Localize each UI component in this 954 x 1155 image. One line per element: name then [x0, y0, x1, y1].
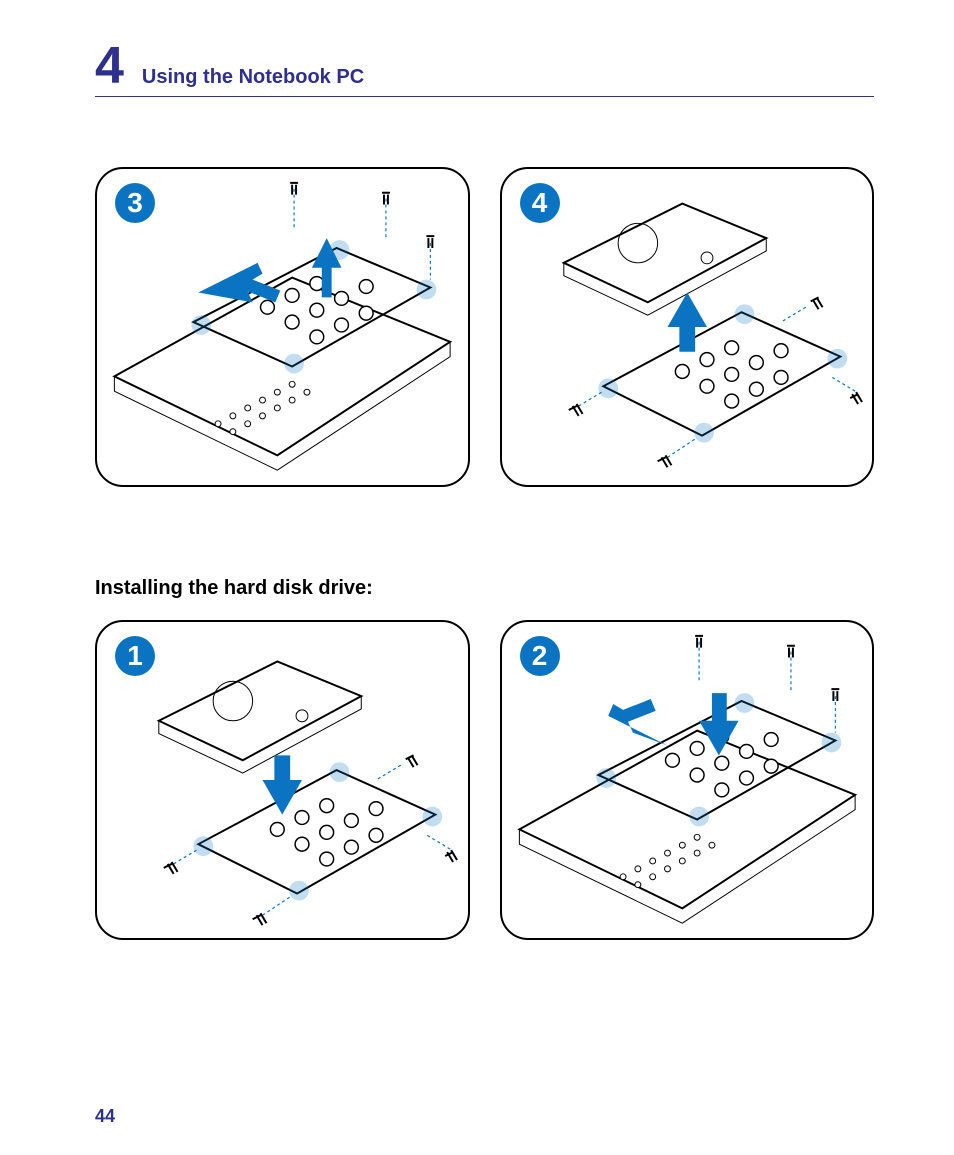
- screw-icon: [164, 849, 199, 874]
- screw-icon: [781, 297, 822, 322]
- section-heading: Installing the hard disk drive:: [95, 577, 874, 600]
- top-panel-row: 3: [95, 167, 874, 487]
- chapter-header: 4 Using the Notebook PC: [95, 40, 874, 97]
- chapter-number: 4: [95, 40, 124, 92]
- screw-icon: [426, 236, 434, 279]
- screw-icon: [786, 646, 794, 691]
- slide-arrow-icon: [608, 699, 667, 745]
- screw-icon: [568, 391, 603, 416]
- diagram-insert-into-bay: [502, 622, 873, 938]
- diagram-remove-from-bay: [97, 169, 468, 485]
- chapter-title: Using the Notebook PC: [142, 66, 364, 89]
- vent-grid-icon: [620, 834, 715, 887]
- panel-step-4: 4: [500, 167, 875, 487]
- screw-icon: [425, 834, 457, 862]
- bottom-panel-row: 1: [95, 620, 874, 940]
- panel-step-3: 3: [95, 167, 470, 487]
- screw-icon: [290, 183, 298, 228]
- panel-step-2: 2: [500, 620, 875, 940]
- page-number: 44: [95, 1106, 115, 1127]
- screw-icon: [695, 636, 703, 681]
- screw-icon: [376, 755, 417, 780]
- screw-icon: [830, 376, 862, 404]
- screw-icon: [657, 438, 697, 468]
- screw-icon: [831, 689, 839, 732]
- vent-grid-icon: [215, 381, 310, 434]
- diagram-detach-from-caddy: [502, 169, 873, 485]
- screw-icon: [382, 193, 390, 238]
- screw-icon: [253, 896, 293, 926]
- panel-step-1: 1: [95, 620, 470, 940]
- diagram-attach-to-caddy: [97, 622, 468, 938]
